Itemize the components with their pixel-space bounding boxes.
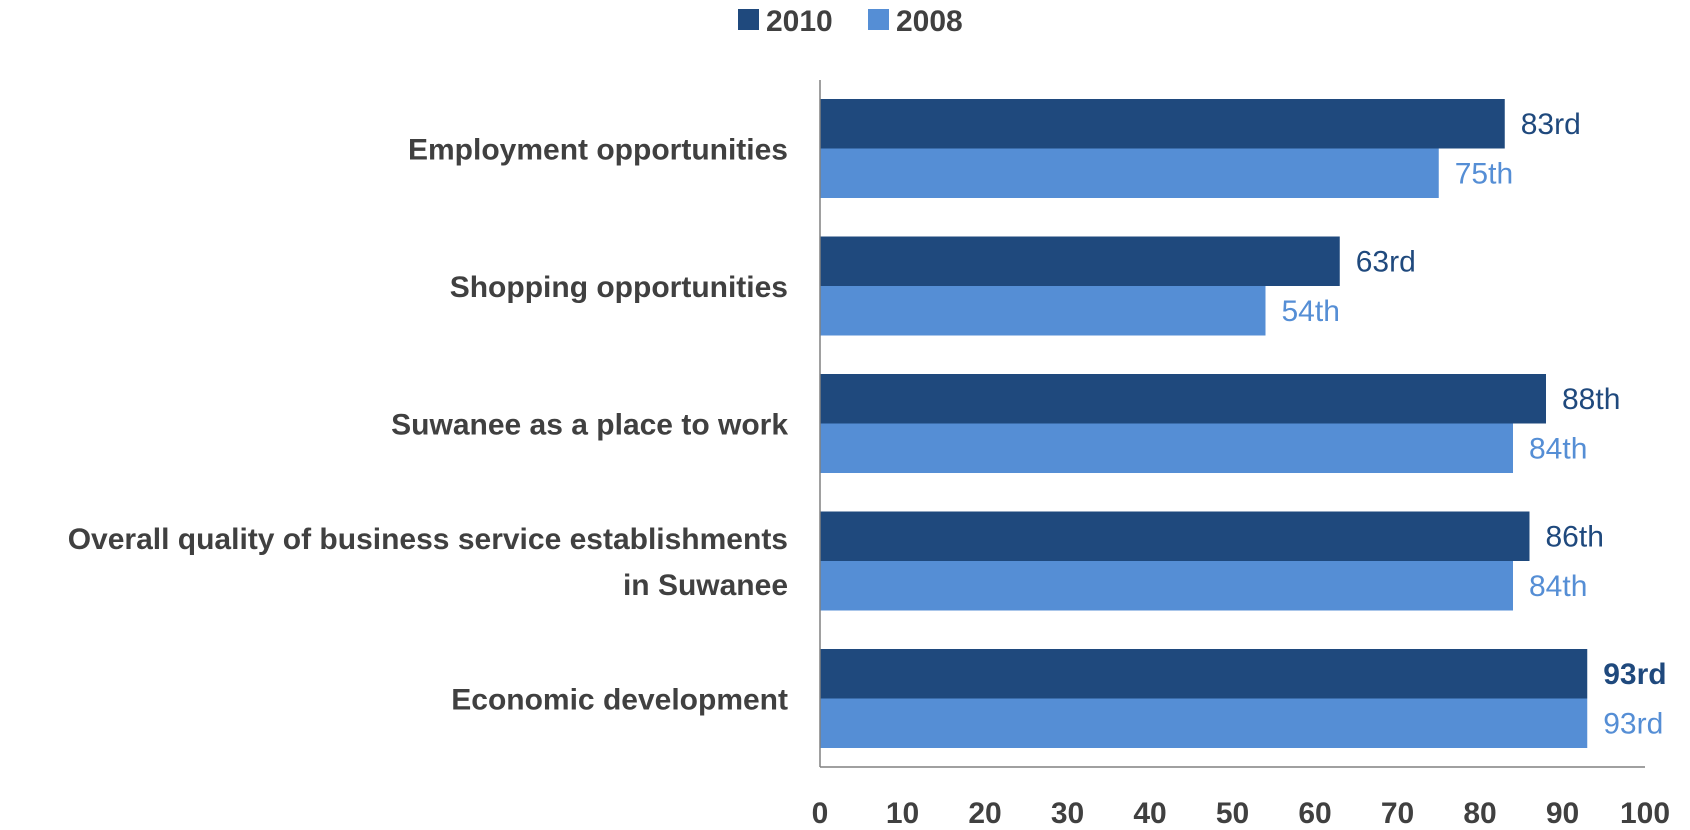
legend-label-2010: 2010 [766,5,833,38]
bar-2008-5 [820,698,1588,748]
x-axis-tick-labels: 0 10 20 30 40 50 60 70 80 90 100 [812,797,1670,830]
x-tick-label-80: 80 [1463,797,1496,830]
chart-legend: 2010 2008 [738,5,963,38]
legend-swatch-2008 [868,9,889,30]
category-label-4-line-2: in Suwanee [623,569,788,602]
data-label-2010-1: 83rd [1521,108,1581,141]
category-label-3: Suwanee as a place to work [391,409,788,442]
x-tick-label-40: 40 [1133,797,1166,830]
bar-series [820,99,1588,748]
bar-2008-2 [820,286,1266,336]
x-tick-label-0: 0 [812,797,829,830]
bar-2010-5 [820,649,1588,699]
bar-2008-4 [820,561,1513,611]
x-tick-label-90: 90 [1546,797,1579,830]
data-label-2008-4: 84th [1529,570,1587,603]
x-tick-label-30: 30 [1051,797,1084,830]
data-label-2010-5: 93rd [1603,658,1666,691]
x-tick-label-50: 50 [1216,797,1249,830]
bar-2010-1 [820,99,1505,149]
x-tick-label-20: 20 [968,797,1001,830]
x-tick-label-100: 100 [1620,797,1670,830]
legend-label-2008: 2008 [896,5,963,38]
bar-2008-1 [820,148,1439,198]
data-label-2008-5: 93rd [1603,707,1663,740]
data-label-2010-2: 63rd [1356,245,1416,278]
data-label-2008-2: 54th [1282,295,1340,328]
x-tick-label-70: 70 [1381,797,1414,830]
axes [819,80,1645,768]
data-label-2008-1: 75th [1455,157,1513,190]
data-label-2010-3: 88th [1562,383,1620,416]
bar-2010-2 [820,236,1340,286]
category-label-4-line-1: Overall quality of business service esta… [68,523,788,556]
data-label-2010-4: 86th [1546,520,1604,553]
x-tick-label-10: 10 [886,797,919,830]
bar-2010-3 [820,374,1546,424]
bar-2008-3 [820,423,1513,473]
legend-swatch-2010 [738,9,759,30]
category-label-5: Economic development [451,684,788,717]
category-label-1: Employment opportunities [408,134,788,167]
bar-2010-4 [820,511,1530,561]
data-label-2008-3: 84th [1529,432,1587,465]
x-tick-label-60: 60 [1298,797,1331,830]
category-label-2: Shopping opportunities [450,271,788,304]
category-labels: Employment opportunities Shopping opportu… [68,134,789,717]
